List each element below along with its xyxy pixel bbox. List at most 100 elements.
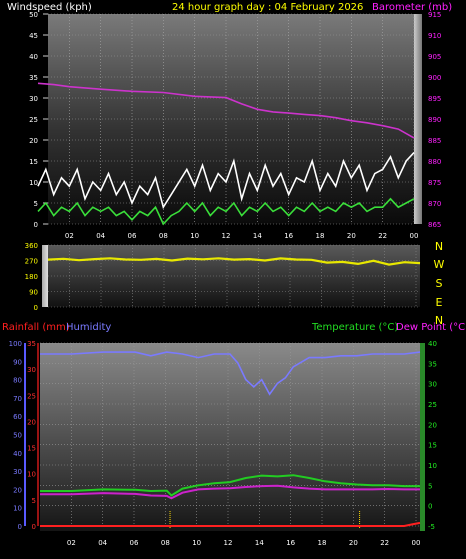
wind-baro-series: [37, 82, 415, 226]
temperature-tick-label: 20: [428, 421, 437, 429]
windspeed-ticks: 0 5 10 15 20 25 30 35 40 45 50: [29, 11, 48, 229]
temperature-tick-label: 15: [428, 442, 437, 450]
rainfall-tick-label: 15: [27, 445, 36, 453]
barometer-tick-label: 900: [428, 74, 441, 82]
windspeed-tick-label: 45: [29, 32, 38, 40]
direction-series: [47, 257, 421, 266]
barometer-tick-label: 895: [428, 95, 441, 103]
barometer-tick-label: 880: [428, 158, 441, 166]
humidity-tick-label: 10: [13, 505, 22, 513]
direction-tick-label: 360: [25, 242, 38, 250]
rainfall-tick-label: 0: [32, 523, 36, 531]
windspeed-tick-label: 0: [34, 221, 38, 229]
temperature-tick-label: 40: [428, 340, 437, 348]
temp-humidity-panel: [40, 343, 420, 531]
humidity-tick-label: 70: [13, 395, 22, 403]
hour-tick-label: 20: [347, 232, 356, 240]
hour-tick-label: 04: [98, 539, 107, 547]
barometer-tick-label: 905: [428, 53, 441, 61]
hour-tick-label: 12: [222, 232, 231, 240]
hour-tick-label: 04: [96, 232, 105, 240]
hour-tick-label: 10: [190, 232, 199, 240]
hour-tick-label: 18: [316, 232, 325, 240]
direction-tick-label: 90: [29, 289, 38, 297]
humidity-tick-label: 60: [13, 413, 22, 421]
rainfall-tick-label: 30: [27, 366, 36, 374]
compass-n-label: N: [435, 314, 443, 327]
dewpoint-line: [40, 484, 420, 500]
hour-tick-label: 22: [378, 232, 387, 240]
dewpoint-axis-title: Dew Point (°C): [396, 322, 466, 333]
compass-s-label: S: [436, 277, 443, 290]
temp-humidity-series: [40, 351, 421, 528]
hour-tick-label: 02: [65, 232, 74, 240]
compass-w-label: W: [434, 258, 445, 271]
direction-tick-label: 180: [25, 273, 38, 281]
windspeed-tick-label: 15: [29, 158, 38, 166]
rainfall-tick-label: 35: [27, 340, 36, 348]
humidity-tick-label: 90: [13, 358, 22, 366]
temp-humidity-grid: [40, 342, 420, 527]
humidity-tick-label: 40: [13, 450, 22, 458]
rainfall-tick-label: 5: [32, 497, 36, 505]
rainfall-line: [40, 521, 421, 527]
windspeed-tick-label: 5: [34, 200, 38, 208]
hour-tick-label: 16: [286, 539, 295, 547]
temp-humidity-x-ticks: 02 04 06 08 10 12 14 16 18 20 22 00: [67, 539, 421, 547]
rainfall-tick-label: 10: [27, 471, 36, 479]
temperature-tick-label: 0: [428, 503, 432, 511]
barometer-tick-label: 865: [428, 221, 441, 229]
rainfall-tick-label: 20: [27, 418, 36, 426]
direction-tick-label: 270: [25, 258, 38, 266]
hour-tick-label: 12: [224, 539, 233, 547]
barometer-axis-title: Barometer (mb): [372, 2, 452, 13]
barometer-ticks: 865 870 875 880 885 890 895 900 905 910 915: [428, 11, 441, 229]
direction-ticks: 0 90 180 270 360: [25, 242, 38, 312]
hour-tick-label: 08: [161, 539, 170, 547]
barometer-tick-label: 875: [428, 179, 441, 187]
hour-tick-label: 06: [128, 232, 137, 240]
windspeed-tick-label: 10: [29, 179, 38, 187]
hour-tick-label: 20: [349, 539, 358, 547]
barometer-tick-label: 915: [428, 11, 441, 19]
windspeed-tick-label: 40: [29, 53, 38, 61]
humidity-ticks: 0 10 20 30 40 50 60 70 80 90 100: [9, 340, 26, 531]
windspeed-axis-title: Windspeed (kph): [7, 2, 92, 13]
temperature-axis-title: Temperature (°C): [311, 322, 398, 333]
humidity-axis-title: Humidity: [66, 322, 111, 333]
temperature-tick-label: 5: [428, 482, 432, 490]
compass-e-label: E: [436, 296, 443, 309]
temperature-ticks: -5 0 5 10 15 20 25 30 35 40: [428, 340, 437, 531]
hour-tick-label: 16: [284, 232, 293, 240]
humidity-tick-label: 0: [18, 523, 22, 531]
hour-tick-label: 10: [192, 539, 201, 547]
rainfall-tick-label: 25: [27, 392, 36, 400]
hour-tick-label: 08: [159, 232, 168, 240]
direction-tick-label: 0: [34, 304, 38, 312]
humidity-tick-label: 80: [13, 377, 22, 385]
hour-tick-label: 02: [67, 539, 76, 547]
hour-tick-label: 00: [412, 539, 421, 547]
wind-direction-line: [47, 257, 421, 266]
barometer-tick-label: 870: [428, 200, 441, 208]
hour-tick-label: 06: [130, 539, 139, 547]
temperature-line: [40, 474, 420, 497]
barometer-tick-label: 910: [428, 32, 441, 40]
hour-tick-label: 22: [380, 539, 389, 547]
rainfall-axis-title: Rainfall (mm): [2, 322, 70, 333]
hour-tick-label: 00: [410, 232, 419, 240]
direction-axis-bar: [42, 245, 48, 307]
windspeed-tick-label: 50: [29, 11, 38, 19]
wind-baro-grid: [48, 13, 415, 225]
temperature-tick-label: 25: [428, 401, 437, 409]
windspeed-tick-label: 20: [29, 137, 38, 145]
humidity-tick-label: 100: [9, 340, 22, 348]
temperature-tick-label: 30: [428, 381, 437, 389]
hour-tick-label: 18: [318, 539, 327, 547]
compass-n-label: N: [435, 240, 443, 253]
rainfall-ticks: 0 5 10 15 20 25 30 35: [27, 340, 39, 531]
barometer-axis-bar: [414, 14, 422, 224]
